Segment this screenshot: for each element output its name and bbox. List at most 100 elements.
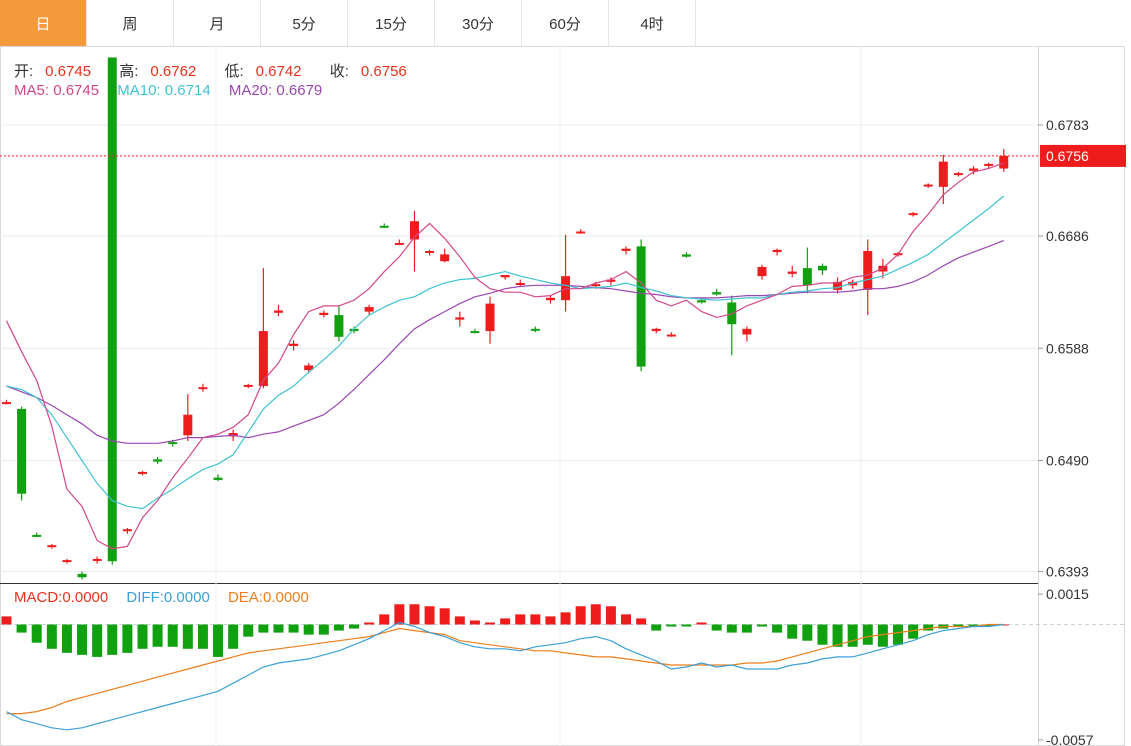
candle-body bbox=[953, 173, 963, 176]
macd-bar bbox=[469, 620, 480, 625]
macd-bar bbox=[409, 604, 420, 625]
candle-body bbox=[153, 459, 163, 462]
candle-body bbox=[757, 266, 767, 277]
candle-body bbox=[440, 254, 450, 262]
candle-body bbox=[77, 573, 87, 578]
macd-bar bbox=[349, 624, 360, 629]
macd-bar bbox=[485, 622, 496, 625]
macd-bar bbox=[862, 624, 873, 645]
macd-bar bbox=[892, 624, 903, 645]
macd-bar bbox=[31, 624, 42, 643]
diff-label: DIFF: bbox=[126, 589, 164, 606]
candle-body bbox=[576, 231, 586, 234]
y-tick-label: 0.6393 bbox=[1046, 564, 1089, 580]
macd-bar bbox=[515, 614, 526, 625]
tab-15min[interactable]: 15分 bbox=[348, 0, 435, 46]
tab-week[interactable]: 周 bbox=[87, 0, 174, 46]
candle-body bbox=[636, 246, 646, 367]
candle-body bbox=[470, 331, 480, 334]
candle-body bbox=[591, 284, 601, 287]
macd-bar bbox=[621, 614, 632, 625]
candle-body bbox=[107, 57, 117, 562]
macd-bar bbox=[847, 624, 858, 647]
diff-line bbox=[6, 621, 1004, 731]
macd-bar bbox=[757, 624, 767, 627]
macd-bar bbox=[681, 624, 692, 627]
macd-bar bbox=[772, 624, 783, 633]
macd-bar bbox=[817, 624, 828, 645]
macd-bar bbox=[575, 606, 586, 625]
macd-bar bbox=[318, 624, 329, 635]
candle-body bbox=[455, 317, 465, 320]
candle-body bbox=[168, 442, 178, 445]
tab-60min[interactable]: 60分 bbox=[522, 0, 609, 46]
candle-body bbox=[349, 328, 359, 332]
macd-y-tick-label: -0.0057 bbox=[1046, 732, 1094, 746]
tab-month[interactable]: 月 bbox=[174, 0, 261, 46]
candle-body bbox=[530, 328, 540, 331]
macd-bar bbox=[333, 624, 344, 631]
macd-y-tick-label: 0.0015 bbox=[1046, 586, 1089, 602]
tab-day[interactable]: 日 bbox=[0, 0, 87, 46]
macd-bar bbox=[61, 624, 72, 653]
macd-bar bbox=[545, 616, 556, 625]
candle-body bbox=[92, 558, 102, 561]
tab-5min[interactable]: 5分 bbox=[261, 0, 348, 46]
macd-bar bbox=[983, 624, 994, 627]
ma20-line bbox=[6, 240, 1005, 444]
tab-4hour[interactable]: 4时 bbox=[609, 0, 696, 46]
candle-body bbox=[394, 242, 404, 245]
macd-bar bbox=[605, 606, 616, 625]
macd-bar bbox=[530, 614, 541, 625]
candle-body bbox=[2, 402, 11, 405]
period-tabs: 日 周 月 5分 15分 30分 60分 4时 bbox=[0, 0, 703, 47]
macd-bar bbox=[877, 624, 888, 647]
candle-body bbox=[787, 271, 797, 274]
macd-bar bbox=[439, 608, 450, 625]
candle-body bbox=[772, 249, 782, 253]
dea-line bbox=[6, 623, 1004, 715]
candle-body bbox=[681, 254, 691, 257]
candle-body bbox=[289, 343, 299, 346]
candle-body bbox=[379, 225, 389, 228]
ma20-value: 0.6679 bbox=[276, 82, 323, 99]
macd-bar bbox=[500, 618, 511, 625]
candle-body bbox=[198, 387, 208, 390]
ma-readout: MA5: 0.6745 MA10: 0.6714 MA20: 0.6679 bbox=[14, 82, 322, 99]
macd-bar bbox=[228, 624, 239, 649]
candle-body bbox=[969, 168, 979, 171]
candle-body bbox=[304, 365, 314, 371]
last-price-label: 0.6756 bbox=[1046, 148, 1089, 164]
macd-bar bbox=[273, 624, 284, 633]
macd-bar bbox=[92, 624, 103, 657]
tab-30min[interactable]: 30分 bbox=[435, 0, 522, 46]
macd-bar bbox=[137, 624, 148, 649]
candle-body bbox=[500, 274, 510, 278]
candle-body bbox=[258, 331, 268, 387]
macd-bar bbox=[666, 624, 677, 627]
macd-bar bbox=[651, 624, 662, 631]
macd-bar bbox=[953, 624, 964, 627]
high-value: 0.6762 bbox=[150, 63, 197, 80]
macd-bar bbox=[696, 622, 707, 625]
candle-body bbox=[137, 471, 147, 474]
open-value: 0.6745 bbox=[45, 63, 92, 80]
low-label: 低: bbox=[224, 63, 244, 80]
y-tick-label: 0.6783 bbox=[1046, 117, 1089, 133]
candle-body bbox=[334, 315, 344, 337]
macd-label: MACD: bbox=[14, 589, 63, 606]
y-tick-label: 0.6588 bbox=[1046, 340, 1089, 356]
ma5-line bbox=[5, 162, 1005, 550]
macd-bar bbox=[636, 618, 647, 625]
ohlc-readout: 开: 0.6745 高: 0.6762 低: 0.6742 收: 0.6756 bbox=[14, 60, 431, 81]
macd-bar bbox=[908, 624, 919, 639]
macd-bar bbox=[197, 624, 208, 649]
candle-body bbox=[938, 161, 948, 187]
candle-body bbox=[651, 328, 661, 332]
macd-bar bbox=[802, 624, 813, 641]
macd-value: 0.0000 bbox=[62, 589, 109, 606]
candle-body bbox=[908, 213, 918, 216]
candle-body bbox=[863, 250, 873, 290]
y-tick-label: 0.6686 bbox=[1046, 228, 1089, 244]
